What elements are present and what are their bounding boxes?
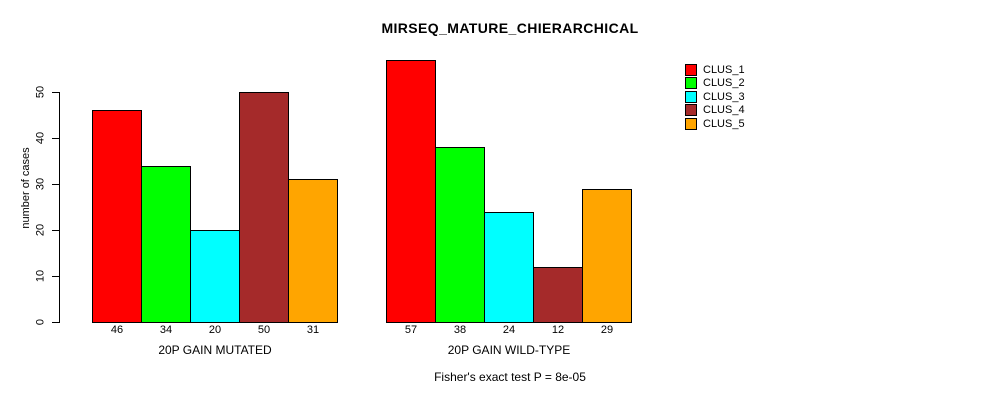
legend-label: CLUS_1 xyxy=(703,64,745,76)
legend-label: CLUS_5 xyxy=(703,118,745,130)
bar-clus-3-group1 xyxy=(190,230,240,323)
bar-value-label: 38 xyxy=(453,324,467,336)
y-axis-tick-label: 50 xyxy=(34,85,47,99)
bar-clus-5-group2 xyxy=(582,189,632,323)
y-axis-tick-label: 20 xyxy=(34,223,47,237)
y-axis-tick xyxy=(52,184,59,185)
bar-value-label: 24 xyxy=(502,324,516,336)
group-label: 20P GAIN MUTATED xyxy=(158,343,272,357)
fisher-test-caption: Fisher's exact test P = 8e-05 xyxy=(434,370,586,384)
legend-swatch-clus-1 xyxy=(685,64,697,76)
y-axis-tick xyxy=(52,230,59,231)
y-axis-line xyxy=(59,92,60,323)
y-axis-label: number of cases xyxy=(20,147,32,229)
bar-value-label: 46 xyxy=(110,324,124,336)
legend-swatch-clus-4 xyxy=(685,104,697,116)
bar-clus-4-group2 xyxy=(533,267,583,323)
bar-clus-5-group1 xyxy=(288,179,338,323)
bar-value-label: 12 xyxy=(551,324,565,336)
bar-clus-1-group2 xyxy=(386,60,436,323)
legend-swatch-clus-3 xyxy=(685,91,697,103)
y-axis-tick-label: 10 xyxy=(34,269,47,283)
y-axis-tick-label: 30 xyxy=(34,177,47,191)
y-axis-tick xyxy=(52,138,59,139)
bar-clus-2-group2 xyxy=(435,147,485,323)
bar-clus-4-group1 xyxy=(239,92,289,323)
bar-value-label: 29 xyxy=(600,324,614,336)
y-axis-tick xyxy=(52,322,59,323)
legend-label: CLUS_4 xyxy=(703,104,745,116)
bar-clus-2-group1 xyxy=(141,166,191,323)
legend-label: CLUS_3 xyxy=(703,91,745,103)
bar-clus-3-group2 xyxy=(484,212,534,323)
bar-value-label: 31 xyxy=(306,324,320,336)
y-axis-tick-label: 40 xyxy=(34,131,47,145)
bar-value-label: 50 xyxy=(257,324,271,336)
bar-clus-1-group1 xyxy=(92,110,142,323)
legend-swatch-clus-5 xyxy=(685,118,697,130)
y-axis-tick xyxy=(52,276,59,277)
y-axis-tick xyxy=(52,92,59,93)
bar-value-label: 20 xyxy=(208,324,222,336)
y-axis-tick-label: 0 xyxy=(34,318,47,326)
chart-title: MIRSEQ_MATURE_CHIERARCHICAL xyxy=(381,20,639,36)
legend-swatch-clus-2 xyxy=(685,77,697,89)
bar-value-label: 57 xyxy=(404,324,418,336)
legend-label: CLUS_2 xyxy=(703,77,745,89)
bar-value-label: 34 xyxy=(159,324,173,336)
group-label: 20P GAIN WILD-TYPE xyxy=(447,343,571,357)
